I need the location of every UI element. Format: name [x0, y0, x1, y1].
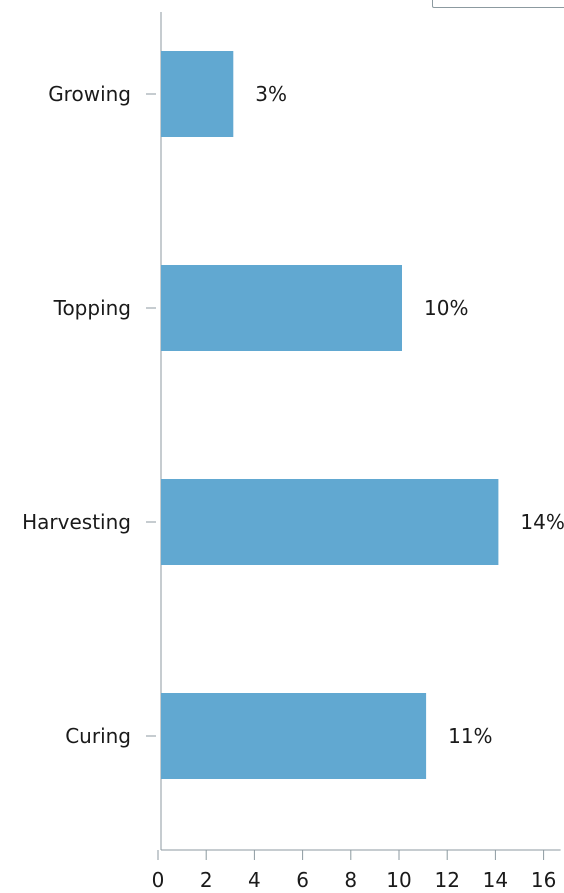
x-tick-label: 4 [248, 868, 261, 892]
category-label: Harvesting [22, 510, 131, 534]
data-label: 11% [448, 724, 492, 748]
y-axis [146, 12, 162, 850]
category-label: Growing [48, 82, 131, 106]
bar-harvesting [161, 479, 499, 565]
bar-topping [161, 265, 402, 351]
x-tick-label: 10 [386, 868, 411, 892]
category-label: Curing [65, 724, 131, 748]
bars [161, 51, 499, 779]
x-tick-label: 16 [531, 868, 556, 892]
legend-box-edge [432, 0, 564, 8]
x-tick-label: 2 [200, 868, 213, 892]
x-tick-label: 14 [483, 868, 508, 892]
data-labels: 3% 10% 14% 11% [255, 82, 564, 748]
x-tick-label: 8 [344, 868, 357, 892]
data-label: 10% [424, 296, 468, 320]
x-tick-label: 0 [152, 868, 165, 892]
data-label: 14% [520, 510, 564, 534]
x-ticks: 0 2 4 6 8 10 12 14 16 [152, 850, 556, 892]
bar-growing [161, 51, 234, 137]
data-label: 3% [255, 82, 287, 106]
category-label: Topping [53, 296, 131, 320]
x-tick-label: 6 [296, 868, 309, 892]
category-labels: Growing Topping Harvesting Curing [22, 82, 131, 748]
bar-curing [161, 693, 427, 779]
x-tick-label: 12 [434, 868, 459, 892]
